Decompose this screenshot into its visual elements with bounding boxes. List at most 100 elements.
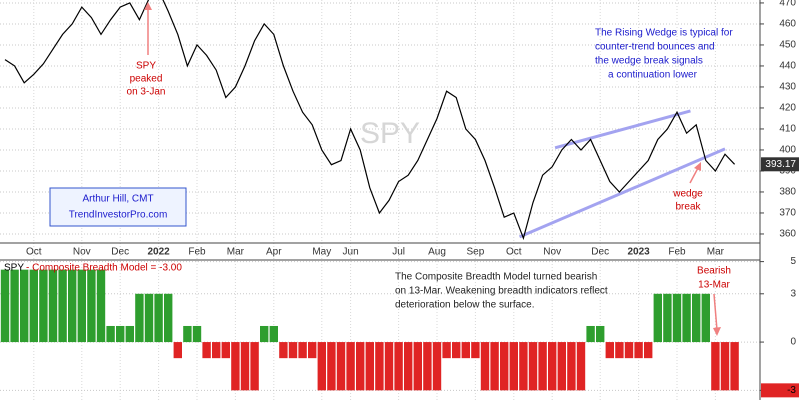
bar [221,342,230,359]
arrow-head [694,162,701,171]
y-tick-label: 410 [779,124,796,135]
x-tick-label: Aug [428,247,446,258]
bar [615,342,624,359]
bar [548,342,557,391]
annotation: The Rising Wedge is typical for [595,28,733,39]
bar [327,342,336,391]
x-tick-label: Apr [266,247,282,258]
bar [586,325,595,343]
bar [384,342,394,391]
bar [144,293,154,343]
bar [77,269,86,343]
bar [183,325,192,343]
bar [442,342,451,359]
last-value-box [761,157,799,172]
bar [634,342,643,359]
trendline [554,109,691,150]
bar [202,342,211,359]
bar [0,269,10,343]
bar [644,342,653,359]
box [49,187,187,227]
y-tick-label: 440 [779,61,796,72]
bar [672,293,682,343]
bar [58,269,67,343]
bar [135,293,144,343]
trendline [518,147,726,239]
y-tick-label: 5 [790,256,796,267]
x-tick-label: Nov [73,247,91,258]
x-tick-label: Jul [392,247,405,258]
y-tick-label: 460 [779,19,796,30]
breadth-note: The Composite Breadth Model turned beari… [395,272,608,311]
bar [471,342,480,359]
arrow-head [144,2,152,10]
y-tick-label: 0 [790,337,796,348]
bar [116,325,125,343]
annotation: on 13-Mar. Weakening breadth indicators … [395,286,608,297]
x-tick-label: Feb [188,247,206,258]
bar [356,342,365,391]
annotation: Bearish [697,266,731,277]
bar [720,342,730,391]
bar [394,342,403,391]
bar [528,342,538,391]
wedge-note: The Rising Wedge is typical for counter-… [595,28,733,81]
last-value-label: 393.17 [765,159,796,170]
bar [279,342,288,359]
x-tick-label: Oct [26,247,42,258]
bar [682,293,691,343]
bar [692,293,701,343]
y-tick-label: 3 [790,288,796,299]
bar [423,342,432,391]
bar [375,342,384,391]
annotation: on 3-Jan [127,87,166,98]
x-tick-label: May [312,247,331,258]
y-tick-label: 370 [779,208,796,219]
peak-annotation: SPY peaked on 3-Jan [127,2,166,98]
axes: 360370380390400410420430440450460470OctN… [26,0,799,398]
bar [711,342,720,391]
signal-annotation: Bearish 13-Mar [697,266,731,336]
bar [567,342,576,391]
bar [164,293,173,343]
last-value-box [761,383,799,398]
annotation: The Composite Breadth Model turned beari… [395,272,597,283]
arrow [689,167,699,184]
bar [701,293,710,343]
annotation: the wedge break signals [595,56,703,67]
annotation: wedge [672,189,703,200]
bar [240,342,250,391]
x-tick-label: Dec [591,247,609,258]
bar [308,342,317,359]
annotation: 13-Mar [698,280,730,291]
bar [39,269,48,343]
panel-title: - Composite Breadth Model = -3.00 [26,263,182,274]
wedge-break-annotation: wedge break [672,162,703,213]
y-tick-label: 470 [779,0,796,9]
x-tick-label: Mar [707,247,725,258]
annotation: TrendInvestorPro.com [69,210,168,221]
bar [298,342,307,359]
bar [432,342,442,391]
arrow [713,293,718,331]
bar [87,269,96,343]
bar [317,342,326,391]
annotation: Arthur Hill, CMT [82,194,153,205]
bar [260,325,269,343]
bar [490,342,499,391]
annotation: break [675,202,701,213]
x-tick-label: Oct [506,247,522,258]
bar [269,325,278,343]
bar [365,342,374,391]
bar [106,325,115,343]
bar [346,342,355,391]
bar [557,342,566,391]
bar [404,342,413,391]
annotation: a continuation lower [608,70,698,81]
y-tick-label: 450 [779,40,796,51]
bar [461,342,470,359]
x-tick-label: Feb [668,247,686,258]
bar [288,342,298,359]
bar [154,293,163,343]
